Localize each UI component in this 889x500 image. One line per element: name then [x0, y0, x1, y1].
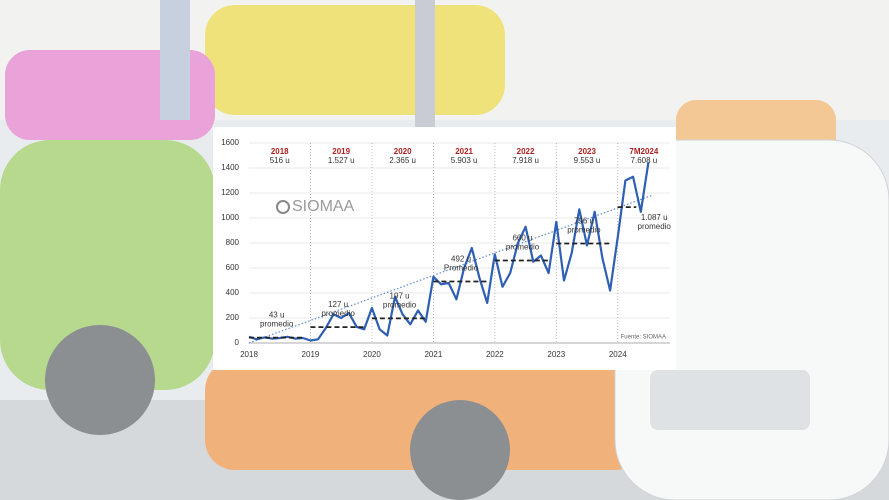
- average-note: promedio: [260, 320, 294, 329]
- header-year: 7M2024: [629, 147, 658, 156]
- header-total: 1.527 u: [328, 156, 355, 165]
- y-tick-label: 1600: [221, 138, 239, 147]
- header-total: 9.553 u: [574, 156, 601, 165]
- y-tick-label: 400: [226, 288, 240, 297]
- x-tick-label: 2022: [486, 350, 504, 359]
- chart-panel: [213, 127, 676, 370]
- average-label: 660 u: [512, 234, 532, 243]
- lift-post: [160, 0, 190, 120]
- source: Fuente: SIOMAA: [621, 335, 666, 341]
- wheel: [45, 325, 155, 435]
- average-note: promedio: [321, 309, 355, 318]
- average-label: 127 u: [328, 300, 348, 309]
- x-tick-label: 2021: [424, 350, 442, 359]
- green-car: [0, 140, 215, 390]
- average-label: 197 u: [390, 291, 410, 300]
- header-total: 5.903 u: [451, 156, 478, 165]
- y-tick-label: 200: [226, 313, 240, 322]
- average-label: 796 u: [574, 217, 594, 226]
- average-label: 43 u: [269, 311, 285, 320]
- x-tick-label: 2019: [302, 350, 320, 359]
- x-tick-label: 2020: [363, 350, 381, 359]
- y-tick-label: 1200: [221, 188, 239, 197]
- y-tick-label: 1000: [221, 213, 239, 222]
- header-year: 2023: [578, 147, 596, 156]
- grille: [650, 370, 810, 430]
- watermark: SIOMAA: [292, 198, 355, 215]
- x-tick-label: 2023: [547, 350, 565, 359]
- header-total: 516 u: [270, 156, 290, 165]
- average-label: 492 u: [451, 255, 471, 264]
- x-tick-label: 2024: [609, 350, 627, 359]
- header-year: 2020: [394, 147, 412, 156]
- header-year: 2021: [455, 147, 473, 156]
- y-tick-label: 0: [235, 338, 240, 347]
- lift-post: [415, 0, 435, 130]
- average-label: 1.087 u: [641, 213, 668, 222]
- y-tick-label: 600: [226, 263, 240, 272]
- watermark-logo: [276, 200, 290, 214]
- average-note: promedio: [383, 300, 417, 309]
- header-year: 2022: [517, 147, 535, 156]
- header-year: 2018: [271, 147, 289, 156]
- wheel: [410, 400, 510, 500]
- header-total: 7.918 u: [512, 156, 539, 165]
- trend-line: [248, 194, 652, 344]
- yellow-car: [205, 5, 505, 115]
- average-note: promedio: [638, 222, 672, 231]
- data-line: [248, 161, 650, 342]
- header-total: 2.365 u: [389, 156, 416, 165]
- header-year: 2019: [332, 147, 350, 156]
- header-total: 7.608 u: [631, 156, 658, 165]
- average-note: Promedio: [444, 264, 479, 273]
- x-tick-label: 2018: [240, 350, 258, 359]
- average-note: promedio: [506, 243, 540, 252]
- y-tick-label: 800: [226, 238, 240, 247]
- average-note: promedio: [567, 226, 601, 235]
- y-tick-label: 1400: [221, 163, 239, 172]
